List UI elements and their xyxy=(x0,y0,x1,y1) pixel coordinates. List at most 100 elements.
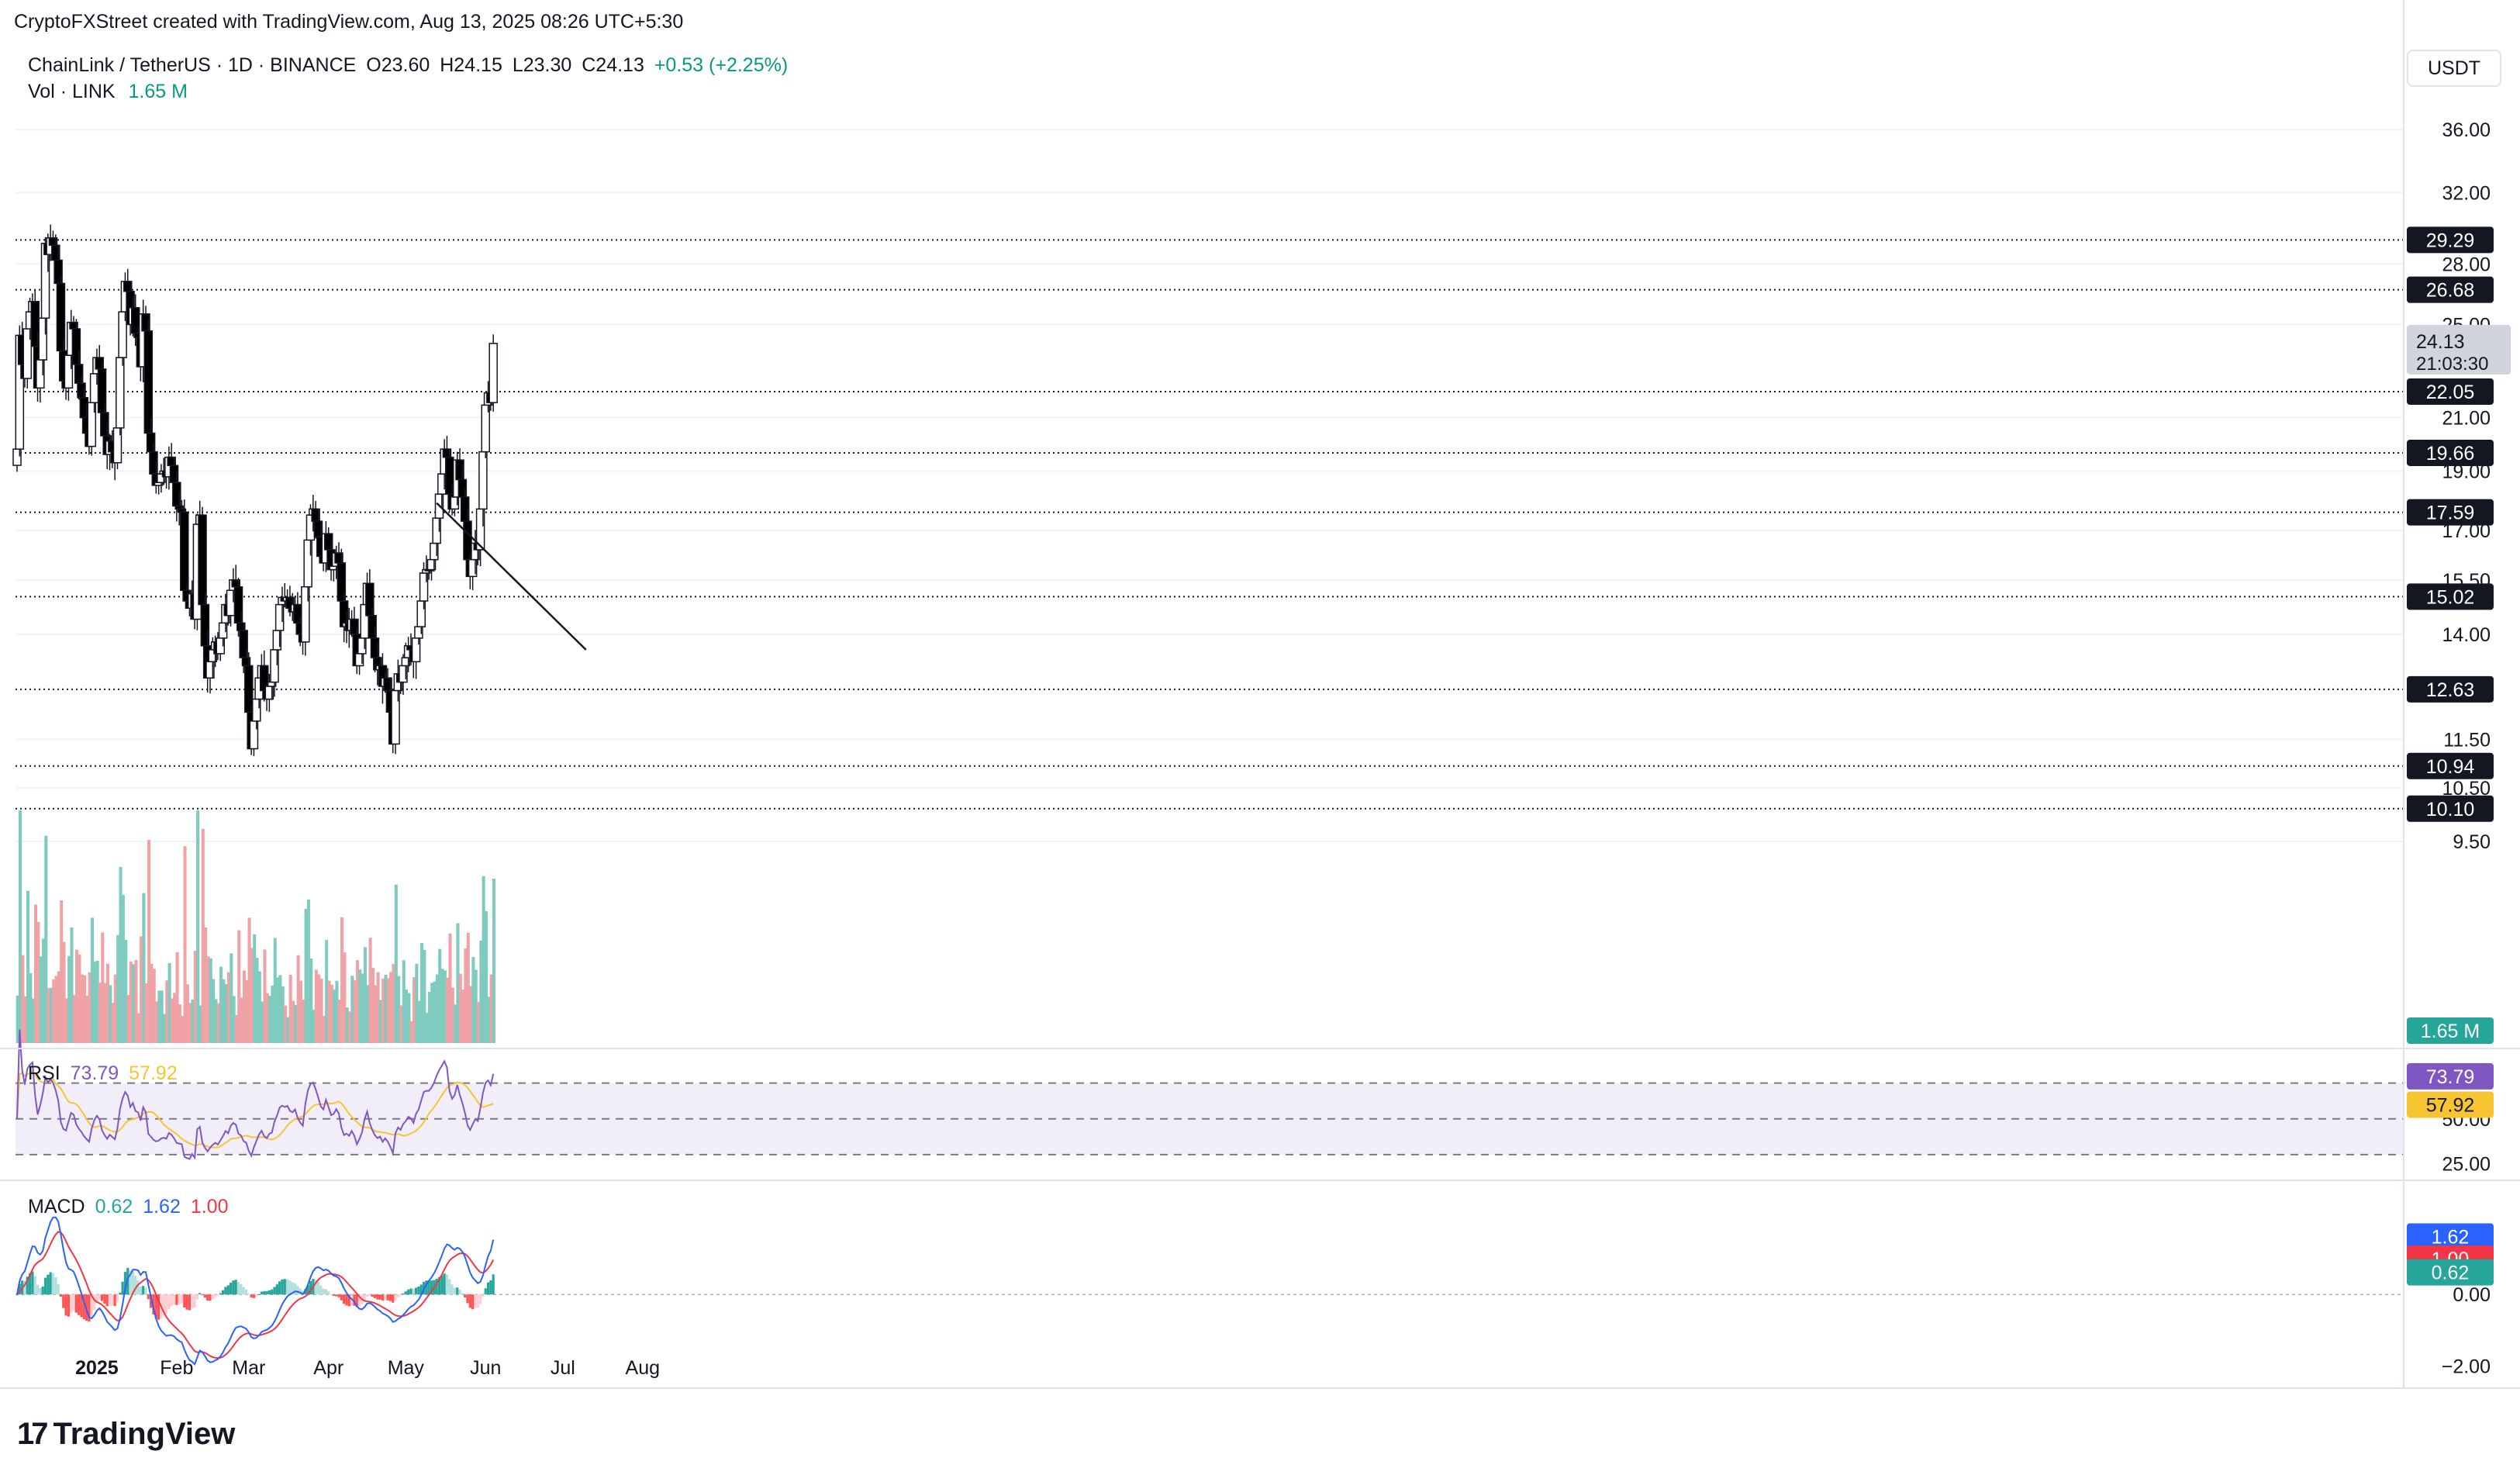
volume-bar xyxy=(484,911,488,1043)
volume-bar xyxy=(93,962,97,1043)
macd-histogram-bar xyxy=(74,1294,78,1313)
volume-bar xyxy=(160,990,164,1043)
volume-bar xyxy=(167,962,171,1043)
rsi-ma-line xyxy=(16,1070,494,1149)
volume-bar xyxy=(456,923,460,1043)
tradingview-logo[interactable]: 17 TradingView xyxy=(17,1415,235,1453)
volume-bar xyxy=(121,894,125,1043)
macd-histogram-bar xyxy=(123,1272,127,1295)
macd-histogram-bar xyxy=(322,1288,325,1295)
volume-bar xyxy=(95,961,99,1043)
macd-legend[interactable]: MACD 0.62 1.62 1.00 xyxy=(28,1196,228,1218)
macd-histogram-bar xyxy=(244,1289,248,1295)
macd-histogram-bar xyxy=(479,1294,482,1304)
macd-histogram-bar xyxy=(301,1290,305,1295)
macd-histogram-bar xyxy=(255,1294,258,1297)
volume-bar xyxy=(276,977,280,1043)
macd-histogram-bar xyxy=(195,1294,198,1300)
macd-histogram-bar xyxy=(154,1294,157,1319)
volume-bar xyxy=(198,1005,202,1043)
volume-bar xyxy=(64,998,68,1043)
rsi-badge-label: 73.79 xyxy=(2426,1066,2475,1088)
macd-histogram-bar xyxy=(150,1294,153,1308)
level-badge xyxy=(2407,378,2494,405)
macd-histogram-bar xyxy=(95,1294,98,1304)
volume-bar xyxy=(119,866,123,1043)
level-badge xyxy=(2407,226,2494,254)
level-badge-label: 15.02 xyxy=(2426,586,2475,608)
volume-bar xyxy=(291,1000,295,1043)
volume-bar xyxy=(402,960,406,1043)
macd-histogram-bar xyxy=(373,1294,377,1298)
volume-bar xyxy=(378,1000,382,1043)
volume-bar xyxy=(253,934,257,1043)
macd-histogram-bar xyxy=(486,1282,490,1295)
symbol-name[interactable]: ChainLink / TetherUS · 1D · BINANCE xyxy=(28,54,357,76)
rsi-legend[interactable]: RSI 73.79 57.92 xyxy=(28,1062,178,1085)
macd-histogram-bar xyxy=(250,1294,253,1298)
volume-bar xyxy=(19,810,22,1043)
macd-histogram-bar xyxy=(435,1278,438,1295)
macd-histogram-bar xyxy=(183,1294,186,1307)
macd-histogram-bar xyxy=(371,1294,374,1297)
volume-bar xyxy=(492,879,495,1043)
volume-bar xyxy=(433,981,437,1043)
price-tick-label: 14.00 xyxy=(2442,624,2491,646)
volume-bar xyxy=(374,985,378,1043)
high-value: H24.15 xyxy=(440,54,502,76)
macd-histogram-bar xyxy=(291,1282,294,1295)
volume-bar xyxy=(216,1003,220,1043)
volume-bar xyxy=(219,966,223,1043)
macd-histogram-bar xyxy=(226,1285,230,1295)
volume-bar xyxy=(49,987,53,1043)
level-badge-label: 10.10 xyxy=(2426,799,2475,820)
volume-bar xyxy=(479,941,483,1043)
macd-histogram-bar xyxy=(386,1294,389,1301)
macd-histogram-bar xyxy=(232,1280,235,1295)
volume-bar xyxy=(147,840,151,1043)
macd-histogram-bar xyxy=(240,1283,243,1295)
volume-bar xyxy=(312,1010,316,1043)
macd-histogram-bar xyxy=(172,1294,176,1305)
volume-bar xyxy=(366,985,370,1043)
rsi-line xyxy=(16,1029,495,1160)
volume-bar xyxy=(278,975,282,1043)
macd-histogram-bar xyxy=(157,1294,161,1320)
macd-histogram-bar xyxy=(211,1294,214,1300)
volume-bar xyxy=(482,876,485,1043)
time-tick-label: Jul xyxy=(551,1357,575,1379)
currency-selector[interactable]: USDT xyxy=(2407,50,2501,87)
macd-histogram-bar xyxy=(59,1294,63,1297)
trendline xyxy=(436,502,587,651)
volume-bar xyxy=(33,904,38,1043)
price-axis: 36.0032.0028.0025.0021.0019.0017.0015.50… xyxy=(0,0,2520,1389)
volume-bar xyxy=(144,983,148,1043)
candles xyxy=(12,224,498,756)
macd-histogram-bar xyxy=(306,1284,309,1295)
volume-bar xyxy=(302,1000,306,1043)
volume-bar xyxy=(474,969,478,1043)
volume-bar xyxy=(185,984,189,1043)
macd-histogram-bar xyxy=(93,1294,96,1311)
volume-bar xyxy=(423,949,426,1043)
macd-histogram-bar xyxy=(471,1294,475,1310)
chart-credit: CryptoFXStreet created with TradingView.… xyxy=(14,11,684,33)
histogram-badge xyxy=(2407,1259,2494,1286)
volume-bar xyxy=(466,932,470,1043)
macd-histogram-bar xyxy=(108,1294,112,1307)
volume-bar xyxy=(419,942,424,1043)
volume-bar xyxy=(265,993,269,1043)
volume-bar xyxy=(240,997,243,1043)
volume-bar xyxy=(417,1000,421,1043)
volume-bar xyxy=(54,976,58,1043)
volume-bar xyxy=(39,956,43,1043)
volume-bar xyxy=(443,970,447,1043)
volume-bar xyxy=(98,983,102,1043)
macd-histogram-bar xyxy=(324,1289,327,1295)
macd-histogram-bar xyxy=(134,1276,137,1295)
macd-histogram-bar xyxy=(139,1287,142,1295)
macd-histogram-bar xyxy=(275,1284,278,1295)
volume-bar xyxy=(175,952,179,1043)
